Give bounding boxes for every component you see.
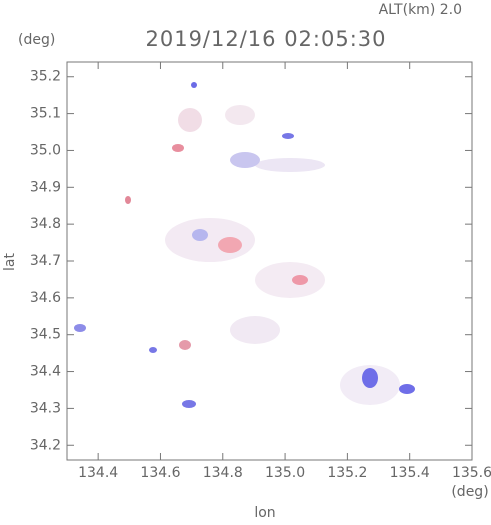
y-tick-label: 35.2 bbox=[30, 69, 61, 85]
echo bbox=[230, 152, 260, 168]
echo bbox=[362, 368, 378, 388]
y-unit: (deg) bbox=[18, 32, 55, 48]
y-tick-label: 34.9 bbox=[30, 179, 61, 195]
x-tick-label: 135.6 bbox=[452, 465, 491, 481]
x-tick-label: 134.6 bbox=[140, 465, 180, 481]
echo bbox=[292, 275, 308, 285]
echo bbox=[165, 218, 255, 262]
y-tick-label: 34.3 bbox=[30, 400, 61, 416]
echo bbox=[255, 262, 325, 298]
y-tick-label: 34.2 bbox=[30, 437, 61, 453]
echo bbox=[191, 82, 197, 88]
x-tick-label: 135.2 bbox=[327, 465, 367, 481]
echo bbox=[255, 158, 325, 172]
echo bbox=[399, 384, 415, 394]
x-tick-label: 134.8 bbox=[203, 465, 243, 481]
echo bbox=[149, 347, 157, 353]
echo bbox=[172, 144, 184, 152]
echo bbox=[282, 133, 294, 139]
echo bbox=[182, 400, 196, 408]
y-tick-label: 34.7 bbox=[30, 253, 61, 269]
echo bbox=[192, 229, 208, 241]
echo bbox=[225, 105, 255, 125]
y-tick-label: 35.1 bbox=[30, 106, 61, 122]
echoes bbox=[74, 82, 415, 408]
y-tick-label: 34.6 bbox=[30, 290, 61, 306]
y-axis-label: lat bbox=[2, 253, 18, 271]
echo bbox=[218, 237, 242, 253]
x-axis-label: lon bbox=[254, 505, 275, 521]
x-unit: (deg) bbox=[451, 484, 488, 500]
altitude-label: ALT(km) 2.0 bbox=[379, 2, 462, 18]
x-tick-label: 134.4 bbox=[78, 465, 118, 481]
echo bbox=[74, 324, 86, 332]
x-tick-label: 135.0 bbox=[265, 465, 305, 481]
y-tick-label: 34.4 bbox=[30, 364, 61, 380]
plot-frame bbox=[66, 61, 473, 461]
y-tick-label: 34.8 bbox=[30, 216, 61, 232]
y-tick-label: 35.0 bbox=[30, 142, 61, 158]
x-tick-label: 135.4 bbox=[390, 465, 430, 481]
echo bbox=[179, 340, 191, 350]
chart-title: 2019/12/16 02:05:30 bbox=[145, 27, 386, 51]
y-tick-label: 34.5 bbox=[30, 327, 61, 343]
echo bbox=[178, 108, 202, 132]
echo bbox=[125, 196, 131, 204]
echo bbox=[230, 316, 280, 344]
